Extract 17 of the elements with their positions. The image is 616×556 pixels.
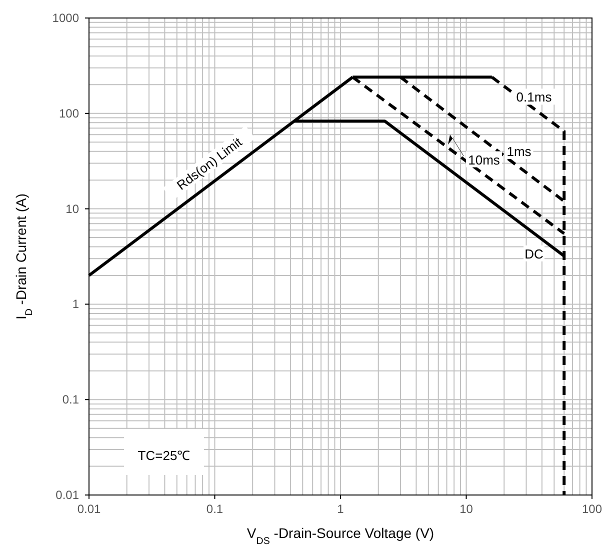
series-label: DC bbox=[524, 246, 544, 262]
x-tick-label: 10 bbox=[460, 502, 474, 516]
series-label: 0.1ms bbox=[516, 90, 552, 105]
y-tick-label: 1 bbox=[72, 297, 80, 312]
x-tick-label: 100 bbox=[582, 502, 602, 516]
y-tick-label: 1000 bbox=[52, 11, 80, 25]
x-tick-label: 0.01 bbox=[77, 502, 101, 516]
series-label: 10ms bbox=[468, 152, 500, 168]
y-tick-label: 0.01 bbox=[56, 488, 80, 502]
annotation: TC=25℃ bbox=[138, 448, 190, 463]
y-tick-label: 10 bbox=[66, 202, 80, 216]
x-axis-title: V$_{DS}$-Drain-Source Voltage (V) bbox=[246, 525, 434, 546]
series-label: 1ms bbox=[506, 144, 532, 160]
x-tick-label: 1 bbox=[337, 502, 344, 516]
y-tick-label: 100 bbox=[58, 106, 80, 120]
x-tick-label: 0.1 bbox=[206, 502, 224, 516]
y-tick-label: 0.1 bbox=[62, 392, 80, 407]
